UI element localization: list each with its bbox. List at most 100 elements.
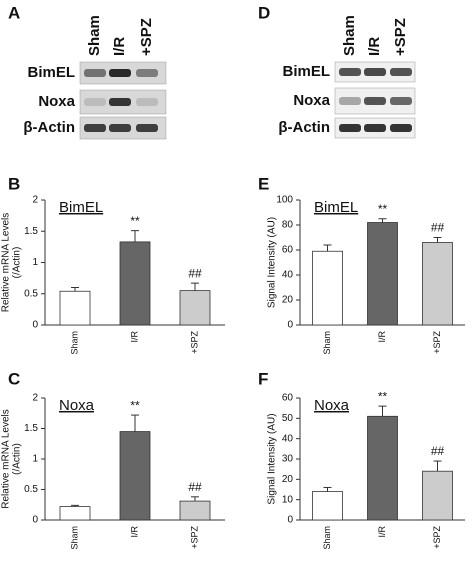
x-tick-label: Sham: [322, 526, 332, 550]
y-axis-label: (/Actin): [12, 247, 23, 279]
band: [339, 97, 361, 105]
band: [136, 124, 158, 132]
row-label: β-Actin: [278, 119, 330, 136]
x-tick-label: Sham: [322, 331, 332, 355]
y-tick-label: 2: [32, 393, 38, 404]
bar: [422, 470, 453, 521]
y-tick-label: 10: [282, 494, 294, 505]
x-tick-label: I/R: [129, 526, 139, 538]
x-tick-label: +SPZ: [189, 526, 199, 549]
y-axis-label: Signal Intensity (AU): [267, 217, 278, 308]
x-tick-label: Sham: [69, 526, 79, 550]
y-tick-label: 60: [282, 393, 294, 404]
lane-label: I/R: [111, 37, 128, 56]
lane-label: I/R: [366, 37, 383, 56]
x-tick-label: I/R: [377, 331, 387, 343]
significance-mark: ##: [188, 480, 202, 494]
lane-label: Sham: [341, 15, 358, 56]
band: [84, 124, 106, 132]
band: [109, 69, 131, 77]
panel-letter: F: [258, 369, 268, 388]
panel-letter: B: [8, 174, 20, 193]
chart-title: Noxa: [314, 397, 350, 414]
bar: [119, 241, 151, 326]
band: [136, 98, 158, 106]
band: [109, 124, 131, 132]
lane-label: +SPZ: [392, 18, 409, 56]
y-tick-label: 40: [282, 270, 294, 281]
y-tick-label: 0: [32, 515, 38, 526]
panel-letter: C: [8, 369, 20, 388]
significance-mark: ##: [431, 221, 445, 235]
panel-letter: D: [258, 3, 270, 22]
x-tick-label: +SPZ: [432, 526, 442, 549]
y-tick-label: 40: [282, 433, 294, 444]
chart-title: Noxa: [59, 397, 95, 414]
significance-mark: **: [130, 398, 140, 412]
row-label: BimEL: [282, 63, 330, 80]
significance-mark: **: [378, 389, 388, 403]
bar: [367, 415, 398, 521]
x-tick-label: I/R: [129, 331, 139, 343]
row-label: BimEL: [27, 64, 75, 81]
chart-title: BimEL: [59, 199, 103, 216]
y-axis-label: Signal Intensity (AU): [267, 413, 278, 504]
panel-letter: E: [258, 174, 269, 193]
row-label: Noxa: [38, 93, 75, 110]
panel-letter: A: [8, 3, 20, 22]
y-tick-label: 60: [282, 245, 294, 256]
y-tick-label: 50: [282, 413, 294, 424]
band: [390, 97, 412, 105]
bar: [179, 500, 211, 521]
band: [390, 68, 412, 76]
significance-mark: **: [130, 214, 140, 228]
y-tick-label: 1: [32, 257, 38, 268]
x-tick-label: I/R: [377, 526, 387, 538]
bar: [59, 506, 91, 521]
bar: [179, 290, 211, 326]
y-tick-label: 1.5: [24, 423, 38, 434]
significance-mark: ##: [188, 266, 202, 280]
significance-mark: **: [378, 202, 388, 216]
y-tick-label: 0: [287, 320, 293, 331]
lane-label: +SPZ: [138, 18, 155, 56]
y-tick-label: 0: [287, 515, 293, 526]
bar: [367, 222, 398, 326]
band: [364, 97, 386, 105]
row-label: Noxa: [293, 92, 330, 109]
y-tick-label: 20: [282, 295, 294, 306]
bar: [422, 242, 453, 326]
y-tick-label: 100: [276, 195, 293, 206]
x-tick-label: Sham: [69, 331, 79, 355]
y-tick-label: 0.5: [24, 484, 38, 495]
bar: [59, 290, 91, 326]
lane-label: Sham: [86, 15, 103, 56]
y-tick-label: 20: [282, 474, 294, 485]
band: [339, 68, 361, 76]
y-axis-label: (/Actin): [12, 443, 23, 475]
bar: [312, 491, 343, 521]
band: [109, 98, 131, 106]
bar: [119, 431, 151, 521]
y-tick-label: 0: [32, 320, 38, 331]
y-axis-label: Relative mRNA Levels: [1, 409, 12, 508]
bar: [312, 250, 343, 326]
band: [136, 69, 158, 77]
band: [84, 69, 106, 77]
y-axis-label: Relative mRNA Levels: [1, 213, 12, 312]
y-tick-label: 1.5: [24, 226, 38, 237]
band: [364, 124, 386, 132]
chart-title: BimEL: [314, 199, 358, 216]
y-tick-label: 2: [32, 195, 38, 206]
band: [364, 68, 386, 76]
row-label: β-Actin: [23, 119, 75, 136]
x-tick-label: +SPZ: [189, 331, 199, 354]
band: [339, 124, 361, 132]
band: [84, 98, 106, 106]
y-tick-label: 30: [282, 454, 294, 465]
y-tick-label: 80: [282, 220, 294, 231]
significance-mark: ##: [431, 444, 445, 458]
y-tick-label: 0.5: [24, 288, 38, 299]
x-tick-label: +SPZ: [432, 331, 442, 354]
